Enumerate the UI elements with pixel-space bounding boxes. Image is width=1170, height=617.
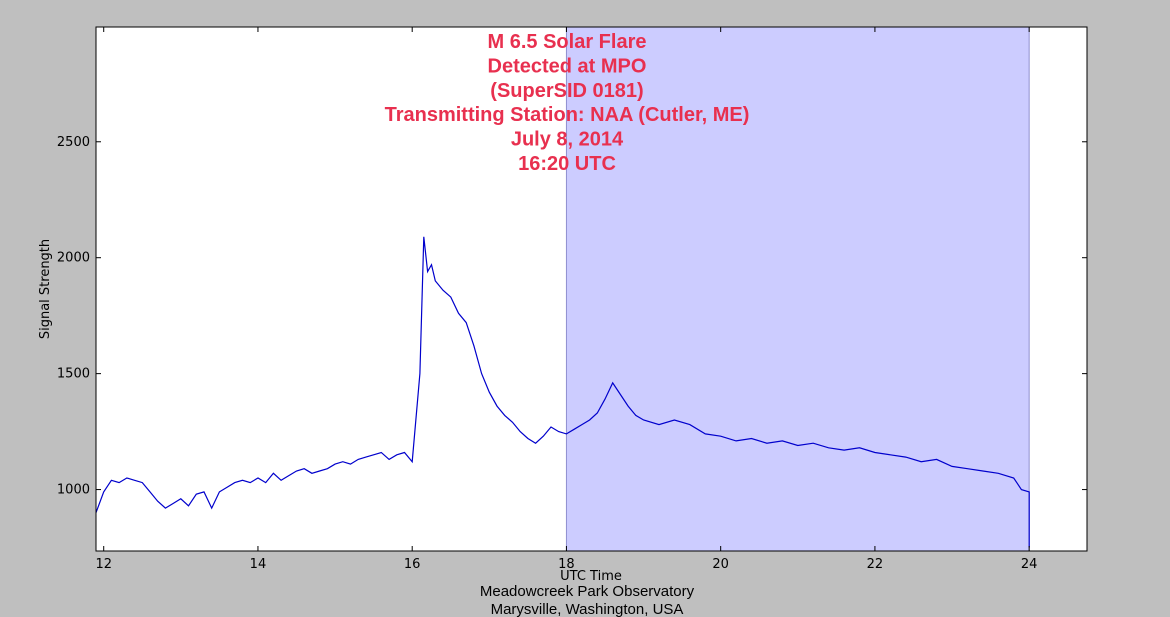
chart-title-line: 16:20 UTC — [518, 153, 616, 175]
footer-line: Meadowcreek Park Observatory — [480, 583, 695, 600]
footer-line: Marysville, Washington, USA — [491, 601, 684, 617]
chart-title-line: Transmitting Station: NAA (Cutler, ME) — [385, 104, 750, 126]
y-tick-label: 1500 — [57, 367, 90, 382]
x-tick-label: 24 — [1021, 557, 1038, 572]
chart-title-line: (SuperSID 0181) — [490, 80, 643, 102]
plot-frame — [95, 26, 1088, 552]
x-tick-label: 16 — [404, 557, 421, 572]
x-axis-label: UTC Time — [560, 569, 622, 584]
x-tick-label: 14 — [250, 557, 267, 572]
y-tick-label: 1000 — [57, 483, 90, 498]
chart-title-line: Detected at MPO — [488, 55, 647, 77]
y-tick-label: 2500 — [57, 135, 90, 150]
y-axis-label: Signal Strength — [38, 239, 53, 339]
x-tick-label: 20 — [712, 557, 729, 572]
shaded-region — [565, 26, 1030, 552]
y-tick-label: 2000 — [57, 251, 90, 266]
x-tick-label: 12 — [95, 557, 112, 572]
chart-title-line: M 6.5 Solar Flare — [488, 31, 647, 53]
series-line-0 — [95, 236, 1030, 548]
x-tick-label: 22 — [867, 557, 884, 572]
x-tick-label: 18 — [558, 557, 575, 572]
chart-title-line: July 8, 2014 — [511, 129, 624, 151]
